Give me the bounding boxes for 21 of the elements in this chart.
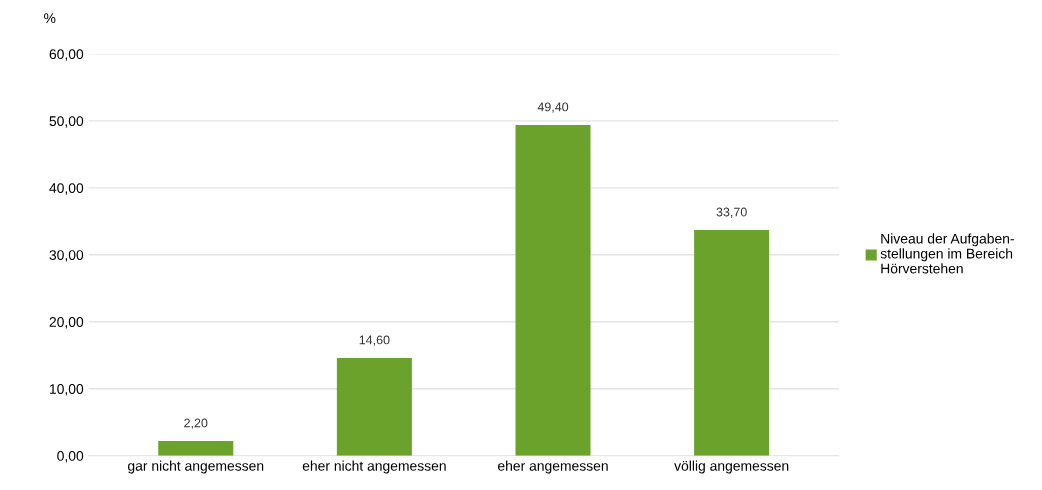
x-tick-label: eher nicht angemessen [302,460,446,474]
data-label: 49,40 [537,102,569,113]
bar [694,230,770,456]
y-tick-label: 30,00 [49,250,84,262]
legend-label: Niveau der Aufgaben- stellungen im Bereich Hörverstehen [880,233,1014,274]
data-label: 33,70 [716,207,747,218]
y-tick-label: 0,00 [57,451,84,463]
y-tick-label: 60,00 [49,49,84,61]
y-tick-label: 10,00 [50,384,84,396]
bar [515,124,591,456]
x-tick-label: völlig angemessen [674,460,789,474]
data-label: 14,60 [359,335,390,346]
bar [158,440,234,456]
bar [336,357,412,456]
x-tick-label: eher angemessen [498,460,608,474]
y-tick-label: 20,00 [49,317,84,329]
y-axis-title: % [44,13,56,23]
y-tick-label: 40,00 [49,183,84,195]
data-label: 2,20 [184,418,208,429]
y-tick-label: 50,00 [49,116,84,128]
x-tick-label: gar nicht angemessen [128,460,264,474]
